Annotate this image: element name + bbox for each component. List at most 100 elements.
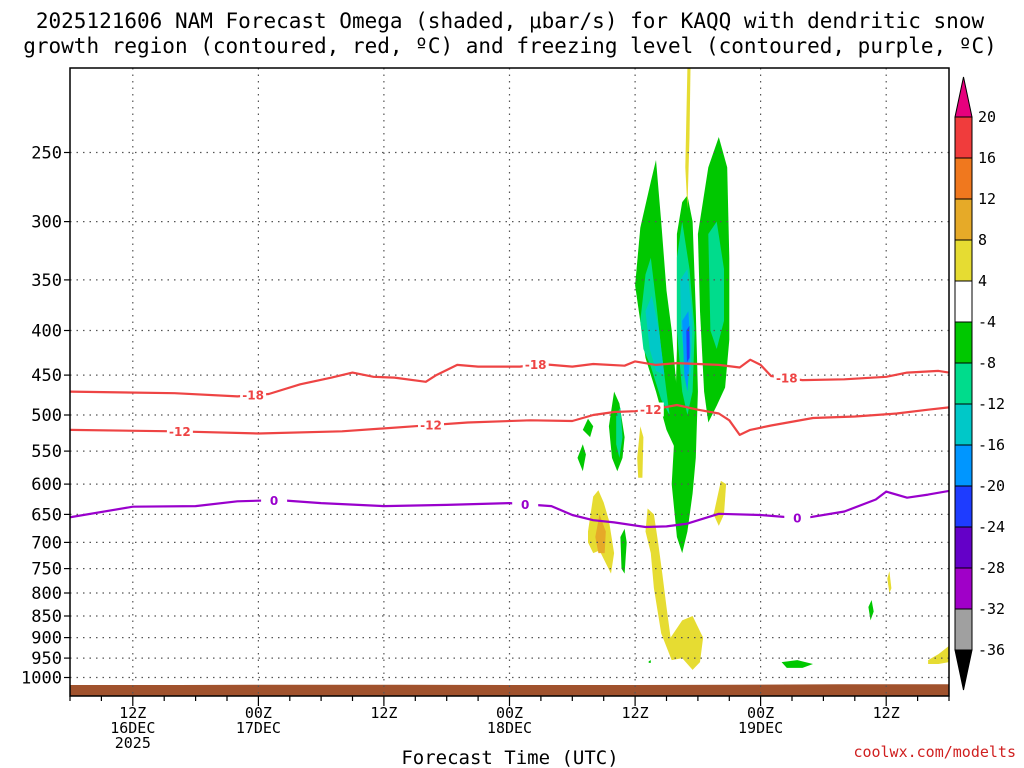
- y-tick-label: 700: [31, 533, 62, 553]
- y-tick-label: 900: [31, 629, 62, 649]
- omega-region-25: [648, 660, 651, 663]
- omega-region-6: [620, 528, 627, 574]
- y-tick-label: 650: [31, 505, 62, 525]
- y-tick-label: 1000: [21, 669, 62, 689]
- colorbar-tick-label: -28: [978, 559, 1005, 577]
- omega-region-21: [637, 426, 644, 478]
- omega-region-4: [582, 418, 594, 438]
- x-tick-label: 12Z: [119, 704, 146, 722]
- colorbar-bin: [954, 526, 973, 569]
- omega-region-12: [616, 407, 623, 458]
- y-axis: 2503003504004505005506006507007508008509…: [21, 144, 70, 689]
- colorbar-tick-label: -16: [978, 436, 1005, 454]
- contour-label: -12: [169, 425, 191, 439]
- terrain-layer: [70, 684, 949, 696]
- omega-region-5: [577, 444, 586, 472]
- contour-line-0: [70, 489, 949, 529]
- omega-region-17: [685, 68, 691, 209]
- y-tick-label: 350: [31, 271, 62, 291]
- credit-link[interactable]: coolwx.com/modelts: [853, 743, 1016, 761]
- omega-region-23: [928, 645, 949, 664]
- colorbar-bin: [954, 567, 973, 610]
- omega-region-11: [708, 221, 724, 349]
- omega-region-0: [635, 160, 683, 448]
- grid-layer: [70, 68, 949, 696]
- x-tick-label: 00Z: [496, 704, 523, 722]
- colorbar-bin: [954, 608, 973, 651]
- colorbar-bin: [954, 280, 973, 323]
- x-tick-label: 00Z: [245, 704, 272, 722]
- contour-label-background: [637, 402, 664, 417]
- colorbar-bin: [954, 444, 973, 487]
- x-tick-label: 19DEC: [738, 719, 783, 737]
- y-tick-label: 850: [31, 607, 62, 627]
- colorbar-tick-label: -24: [978, 518, 1005, 536]
- contour-label-background: [418, 418, 444, 433]
- x-axis-title: Forecast Time (UTC): [401, 747, 618, 768]
- x-tick-label: 18DEC: [487, 719, 532, 737]
- contour-label-background: [261, 493, 288, 508]
- colorbar-tick-label: -8: [978, 354, 996, 372]
- contour-label-background: [784, 511, 811, 525]
- y-tick-label: 950: [31, 649, 62, 669]
- colorbar-tick-label: -36: [978, 641, 1005, 659]
- contour-label-background: [522, 357, 549, 372]
- colorbar-over-triangle: [954, 76, 973, 118]
- colorbar-tick-label: -4: [978, 313, 996, 331]
- y-tick-label: 750: [31, 560, 62, 580]
- contour-label: -18: [242, 389, 264, 403]
- colorbar-tick-label: -32: [978, 600, 1005, 618]
- colorbar-bin: [954, 157, 973, 200]
- contour-label: -12: [420, 419, 442, 433]
- omega-region-19: [595, 514, 606, 554]
- y-tick-label: 300: [31, 213, 62, 233]
- contour-label-background: [166, 424, 193, 439]
- x-tick-label: 17DEC: [236, 719, 281, 737]
- contour-label: -18: [776, 372, 798, 386]
- x-tick-label: 12Z: [370, 704, 397, 722]
- contour-label: -12: [640, 403, 662, 417]
- colorbar-tick-label: -20: [978, 477, 1005, 495]
- chart-title-line-1: 2025121606 NAM Forecast Omega (shaded, μ…: [36, 9, 985, 33]
- colorbar-bin: [954, 198, 973, 241]
- contour-label: 0: [521, 498, 529, 512]
- x-tick-label: 12Z: [622, 704, 649, 722]
- colorbar-tick-label: 12: [978, 190, 996, 208]
- contour-label: 0: [793, 512, 801, 526]
- contour-label: -18: [525, 358, 547, 372]
- omega-region-13: [645, 295, 665, 376]
- contour-label: 0: [270, 494, 278, 508]
- y-tick-label: 600: [31, 475, 62, 495]
- colorbar-tick-label: -12: [978, 395, 1005, 413]
- x-tick-label: 12Z: [873, 704, 900, 722]
- terrain-band: [70, 684, 949, 696]
- colorbar-under-triangle: [954, 649, 973, 691]
- colorbar-tick-label: 20: [978, 108, 996, 126]
- x-tick-label: 16DEC: [110, 719, 155, 737]
- colorbar-tick-label: 4: [978, 272, 987, 290]
- y-tick-label: 800: [31, 584, 62, 604]
- x-tick-label: 2025: [115, 734, 151, 752]
- y-tick-label: 500: [31, 406, 62, 426]
- colorbar-tick-label: 16: [978, 149, 996, 167]
- y-tick-label: 550: [31, 442, 62, 462]
- omega-region-16: [686, 325, 690, 363]
- colorbar-bin: [954, 485, 973, 528]
- omega-region-7: [781, 660, 813, 668]
- colorbar-bin: [954, 403, 973, 446]
- contour-layer: -18 -18 -18 -12 -12 -12 0 0 0: [70, 357, 949, 529]
- omega-region-22: [713, 480, 727, 526]
- y-tick-label: 450: [31, 366, 62, 386]
- omega-region-20: [645, 508, 704, 670]
- colorbar: 20 16 12 8 4 -4 -8 -12 -16 -20 -24 -28 -32 -36: [954, 76, 1005, 691]
- omega-region-24: [887, 571, 892, 593]
- colorbar-bin: [954, 239, 973, 282]
- colorbar-tick-label: 8: [978, 231, 987, 249]
- omega-region-8: [868, 600, 874, 621]
- chart-title-line-2: growth region (contoured, red, ºC) and f…: [23, 34, 997, 58]
- colorbar-bin: [954, 362, 973, 405]
- y-tick-label: 400: [31, 322, 62, 342]
- contour-line--18: [70, 358, 949, 398]
